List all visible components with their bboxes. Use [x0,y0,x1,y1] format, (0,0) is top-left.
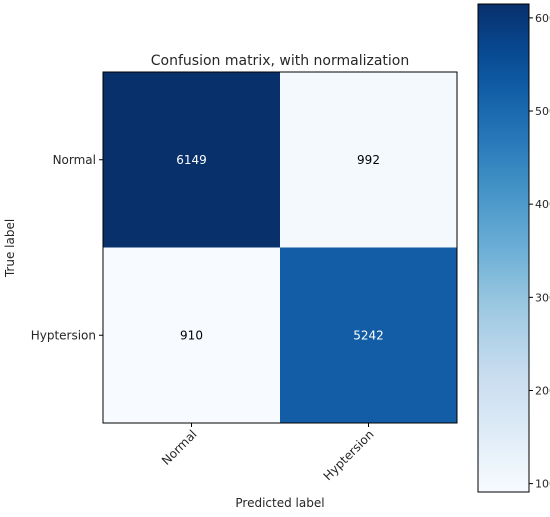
y-axis-label: True label [3,219,17,278]
colorbar-frame [477,3,530,493]
y-tick-label: Normal [53,153,96,167]
colorbar-tick-label: 4000 [535,198,550,211]
colorbar-tick-label: 3000 [535,291,550,304]
colorbar-gradient [478,4,529,492]
colorbar-tick-label: 5000 [535,105,550,118]
y-tick-label: Hyptersion [31,328,96,342]
matrix-cell [103,72,280,248]
cell-value-label: 910 [180,328,203,342]
matrix-cell [280,72,457,248]
cell-value-label: 6149 [176,153,207,167]
colorbar-tick-label: 2000 [535,384,550,397]
x-tick-label: Hyptersion [321,427,377,483]
cell-value-label: 5242 [353,328,384,342]
x-tick-label: Normal [159,427,200,468]
matrix-cell [280,247,457,423]
colorbar-tick-label: 1000 [535,478,550,491]
matrix-cell [103,247,280,423]
x-axis-label: Predicted label [235,496,324,510]
chart-title: Confusion matrix, with normalization [151,53,409,69]
matrix-frame [102,71,458,424]
colorbar-tick-label: 6000 [535,12,550,25]
cell-value-label: 992 [357,153,380,167]
